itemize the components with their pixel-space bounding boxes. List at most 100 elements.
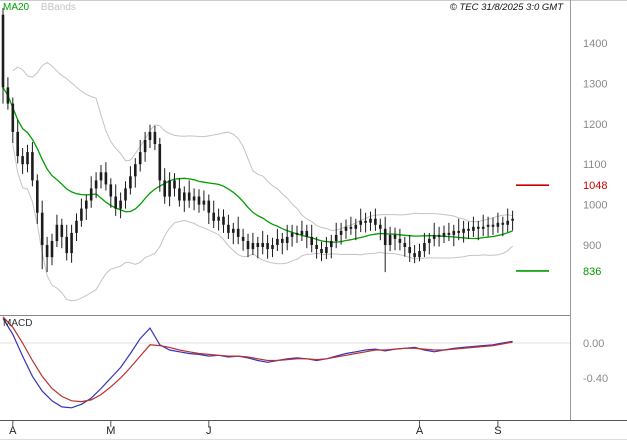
- candle-body: [85, 200, 88, 209]
- candle-body: [408, 247, 411, 254]
- candle-body: [183, 192, 186, 201]
- candle-body: [236, 228, 240, 237]
- candle-body: [232, 228, 235, 233]
- candle-body: [432, 234, 436, 239]
- candle-body: [222, 216, 225, 225]
- candle-body: [271, 245, 274, 249]
- candle-body: [305, 230, 309, 237]
- candle-body: [134, 164, 137, 177]
- candle-body: [138, 152, 142, 165]
- candle-body: [285, 236, 289, 243]
- candle-body: [192, 196, 196, 201]
- candle-body: [261, 243, 264, 247]
- month-label: J: [206, 425, 212, 437]
- ma20-legend-label: MA20: [3, 2, 30, 13]
- candle-body: [256, 243, 260, 247]
- candle-body: [158, 144, 162, 181]
- candle-body: [94, 180, 98, 189]
- candle-body: [197, 196, 201, 205]
- candle-body: [80, 208, 83, 221]
- candle-body: [40, 212, 44, 245]
- candle-body: [55, 224, 59, 241]
- candle-body: [50, 241, 54, 258]
- candle-body: [217, 216, 220, 221]
- candle-body: [75, 220, 78, 233]
- candle-body: [16, 131, 19, 157]
- candle-body: [36, 180, 39, 213]
- candle-body: [334, 234, 338, 241]
- candle-body: [388, 234, 392, 245]
- candle-body: [168, 180, 171, 197]
- candle-body: [486, 224, 490, 227]
- month-label: A: [9, 425, 17, 437]
- candle-body: [423, 243, 426, 252]
- candle-body: [359, 220, 362, 225]
- macd-axis-label: -0.40: [583, 373, 608, 385]
- price-axis-label: 1000: [583, 200, 607, 212]
- candle-body: [148, 131, 152, 140]
- candle-body: [227, 224, 230, 233]
- candle-body: [6, 87, 10, 104]
- candle-body: [383, 228, 387, 245]
- candle-body: [349, 226, 353, 229]
- candle-body: [11, 103, 15, 132]
- candle-body: [442, 232, 446, 237]
- ma20-line: [2, 87, 513, 243]
- candle-body: [403, 243, 407, 247]
- candle-body: [295, 232, 299, 235]
- candle-body: [418, 251, 421, 258]
- price-panel-legend: MA20 BBands: [3, 3, 76, 13]
- price-axis-label: 1300: [583, 78, 607, 90]
- candle-body: [496, 222, 500, 227]
- candle-body: [481, 226, 485, 229]
- candle-body: [467, 228, 470, 231]
- candle-body: [472, 226, 475, 231]
- candle-body: [315, 245, 318, 249]
- candle-body: [212, 212, 215, 221]
- candle-body: [114, 196, 117, 209]
- candle-body: [65, 236, 68, 254]
- candle-body: [330, 241, 333, 248]
- candle-body: [320, 249, 323, 253]
- candle-body: [281, 238, 284, 243]
- candle-body: [163, 180, 166, 197]
- month-label: S: [494, 425, 501, 437]
- candlestick-series: [1, 7, 514, 273]
- candle-body: [202, 200, 206, 205]
- candle-body: [178, 188, 181, 201]
- price-axis-label: 1400: [583, 38, 607, 50]
- candle-body: [477, 226, 480, 229]
- price-axis-label: 900: [583, 240, 601, 252]
- candle-body: [462, 228, 465, 233]
- candle-body: [124, 188, 127, 201]
- candle-body: [241, 236, 245, 241]
- candle-body: [60, 224, 64, 237]
- candle-body: [266, 243, 269, 250]
- bbands-legend-label: BBands: [40, 2, 76, 13]
- candle-body: [31, 152, 34, 181]
- candle-body: [45, 245, 49, 258]
- candle-body: [506, 220, 509, 225]
- macd-panel-label: MACD: [3, 318, 33, 329]
- candle-body: [437, 234, 441, 237]
- candle-body: [364, 220, 367, 223]
- candle-body: [99, 172, 103, 181]
- candle-body: [251, 243, 255, 250]
- candle-body: [491, 224, 495, 227]
- candle-body: [344, 226, 348, 231]
- candle-body: [246, 241, 250, 250]
- candle-body: [452, 230, 456, 235]
- candle-body: [276, 238, 279, 245]
- candle-body: [398, 238, 402, 243]
- signal-line: [2, 316, 513, 403]
- copyright-text: © TEC 31/8/2025 3:0 GMT: [449, 2, 563, 13]
- candle-body: [290, 232, 294, 237]
- candle-body: [457, 230, 460, 233]
- candle-body: [325, 247, 328, 254]
- price-axis-label: 1100: [583, 159, 607, 171]
- candle-body: [26, 152, 29, 165]
- candle-body: [300, 230, 304, 235]
- macd-line: [2, 318, 513, 409]
- candle-body: [369, 218, 372, 223]
